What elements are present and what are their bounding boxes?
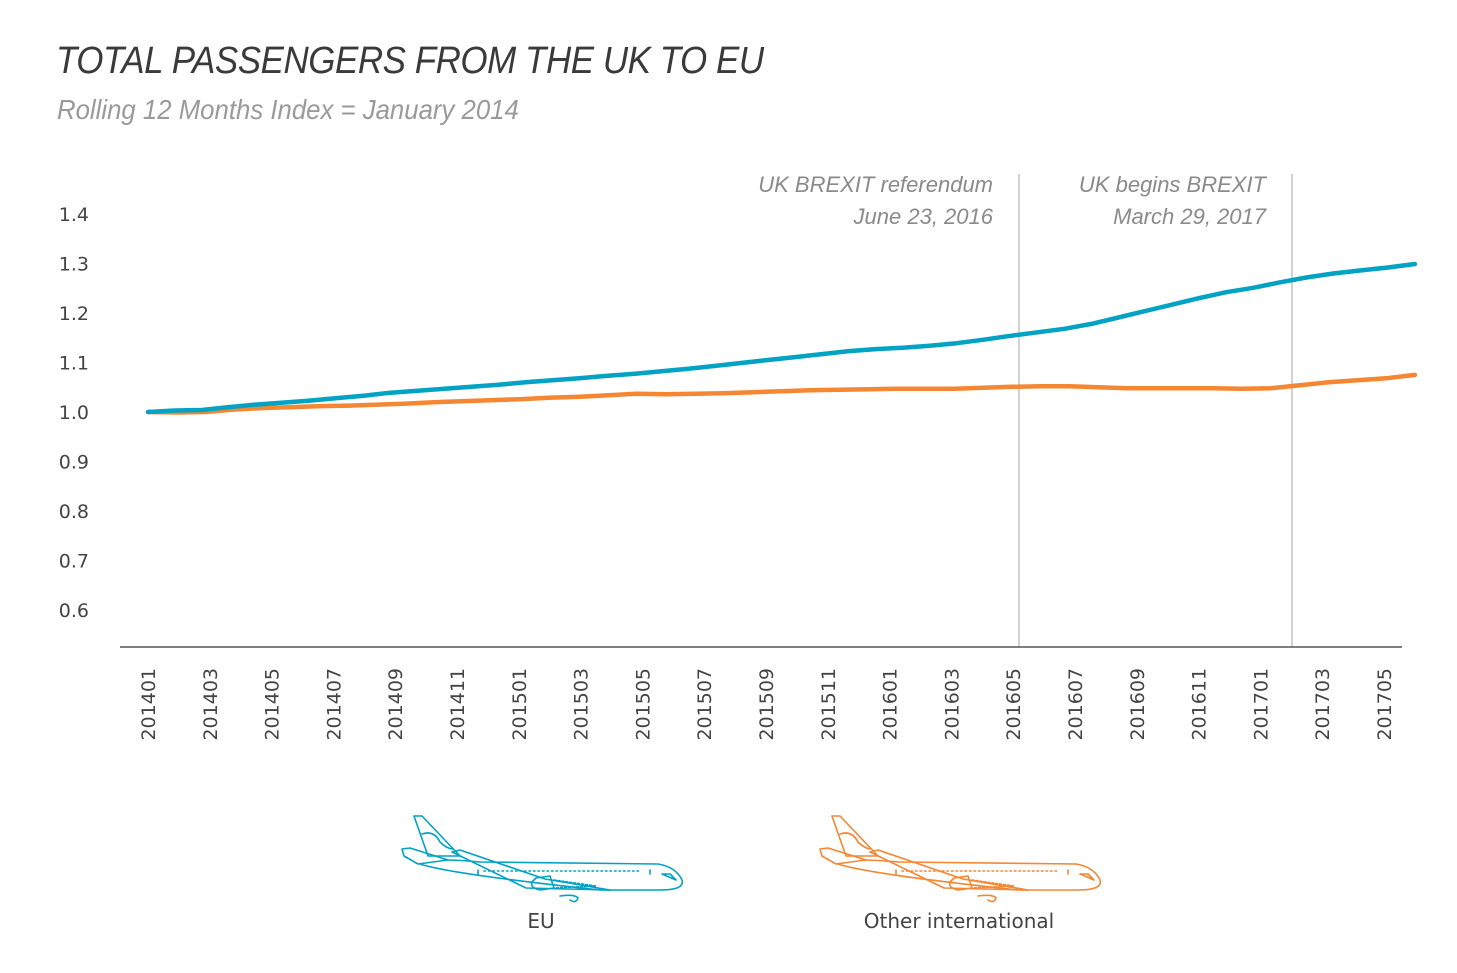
y-tick-label: 0.9	[59, 452, 89, 474]
x-tick-label: 201503	[571, 668, 593, 741]
x-tick-label: 201601	[880, 668, 902, 741]
x-tick-label: 201701	[1250, 668, 1272, 741]
x-tick-label: 201605	[1003, 668, 1025, 741]
x-tick-label: 201403	[200, 668, 222, 741]
event-annotation-date: June 23, 2016	[853, 204, 994, 229]
x-tick-label: 201705	[1374, 668, 1396, 741]
y-tick-label: 1.1	[59, 353, 89, 375]
event-annotation-date: March 29, 2017	[1113, 204, 1267, 229]
chart-title: TOTAL PASSENGERS FROM THE UK TO EU	[56, 40, 764, 82]
x-tick-label: 201511	[818, 668, 840, 741]
x-tick-label: 201411	[447, 668, 469, 741]
event-annotation-title: UK BREXIT referendum	[758, 172, 993, 197]
x-tick-label: 201703	[1312, 668, 1334, 741]
chart-subtitle: Rolling 12 Months Index = January 2014	[57, 94, 519, 125]
y-tick-label: 1.2	[59, 303, 89, 325]
x-tick-label: 201611	[1189, 668, 1211, 741]
x-tick-label: 201409	[385, 668, 407, 741]
y-tick-label: 0.6	[59, 600, 89, 622]
x-tick-label: 201609	[1127, 668, 1149, 741]
x-tick-label: 201407	[323, 668, 345, 741]
y-tick-label: 1.4	[59, 204, 89, 226]
x-tick-label: 201405	[262, 668, 284, 741]
x-tick-label: 201509	[756, 668, 778, 741]
event-annotation-title: UK begins BREXIT	[1079, 172, 1268, 197]
y-tick-label: 1.0	[59, 402, 89, 424]
airplane-icon	[819, 815, 1102, 903]
legend-label: EU	[527, 909, 554, 933]
series-line-eu	[145, 261, 1418, 415]
x-tick-label: 201603	[941, 668, 963, 741]
x-tick-label: 201607	[1065, 668, 1087, 741]
x-tick-label: 201401	[138, 668, 160, 741]
y-tick-label: 0.7	[59, 551, 89, 573]
x-tick-label: 201505	[632, 668, 654, 741]
airplane-icon	[401, 815, 684, 903]
y-tick-label: 0.8	[59, 501, 89, 523]
legend-label: Other international	[864, 909, 1054, 933]
y-tick-label: 1.3	[59, 254, 89, 276]
x-tick-label: 201501	[509, 668, 531, 741]
x-tick-label: 201507	[694, 668, 716, 741]
series-line-other-international	[145, 372, 1418, 415]
